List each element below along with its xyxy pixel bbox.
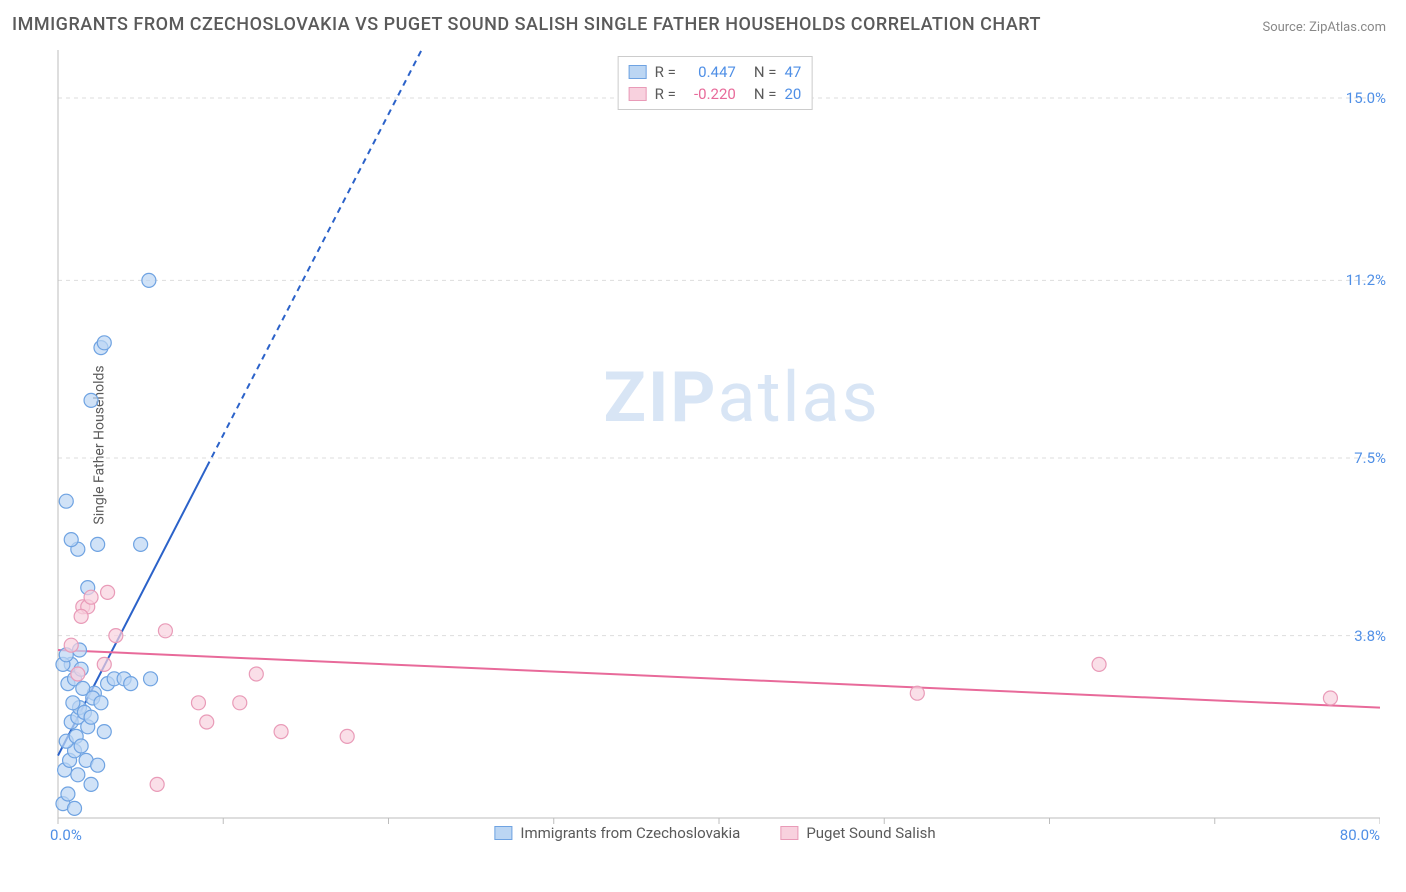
scatter-plot: [50, 50, 1380, 840]
legend-r-value: -0.220: [684, 85, 736, 103]
y-tick-label: 3.8%: [1354, 627, 1386, 645]
bottom-legend-item: Immigrants from Czechoslovakia: [494, 824, 740, 842]
y-tick-label: 7.5%: [1354, 449, 1386, 467]
bottom-legend-item: Puget Sound Salish: [780, 824, 935, 842]
legend-n-value: 20: [784, 85, 801, 103]
bottom-legend-label: Immigrants from Czechoslovakia: [520, 824, 740, 842]
legend-r-label: R =: [655, 63, 676, 81]
legend-swatch: [780, 826, 798, 840]
legend-swatch: [494, 826, 512, 840]
legend-stat-row: R = -0.220 N = 20: [629, 83, 802, 105]
source-label: Source: ZipAtlas.com: [1262, 20, 1386, 35]
x-min-label: 0.0%: [50, 826, 82, 844]
legend-r-value: 0.447: [684, 63, 736, 81]
legend-n-label: N =: [754, 85, 777, 103]
bottom-legend: Immigrants from Czechoslovakia Puget Soun…: [494, 824, 935, 842]
chart-title: IMMIGRANTS FROM CZECHOSLOVAKIA VS PUGET …: [12, 14, 1041, 35]
legend-stats-box: R = 0.447 N = 47 R = -0.220 N = 20: [618, 56, 813, 110]
legend-stat-row: R = 0.447 N = 47: [629, 61, 802, 83]
legend-r-label: R =: [655, 85, 676, 103]
legend-swatch: [629, 65, 647, 79]
chart-area: Single Father Households ZIPatlas 3.8%7.…: [50, 50, 1380, 840]
legend-n-label: N =: [754, 63, 777, 81]
bottom-legend-label: Puget Sound Salish: [806, 824, 935, 842]
y-tick-label: 15.0%: [1346, 89, 1386, 107]
x-max-label: 80.0%: [1340, 826, 1380, 844]
legend-n-value: 47: [784, 63, 801, 81]
y-tick-label: 11.2%: [1346, 271, 1386, 289]
legend-swatch: [629, 87, 647, 101]
